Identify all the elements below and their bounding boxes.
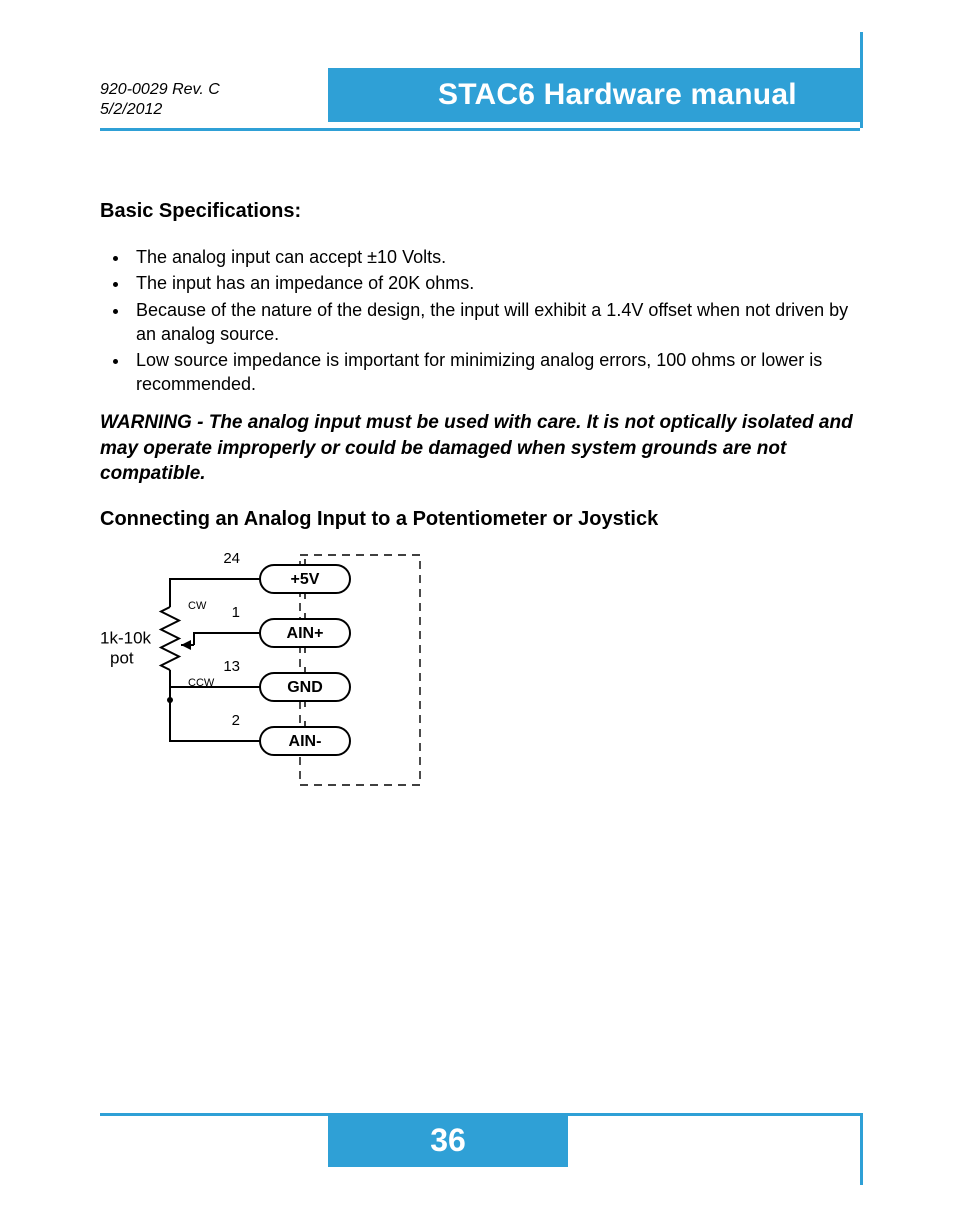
- spec-item: Because of the nature of the design, the…: [130, 298, 860, 347]
- svg-text:AIN-: AIN-: [289, 733, 322, 750]
- revision-block: 920-0029 Rev. C 5/2/2012: [100, 80, 220, 120]
- svg-text:13: 13: [223, 658, 240, 675]
- svg-text:CCW: CCW: [188, 677, 215, 689]
- revision-date: 5/2/2012: [100, 100, 220, 120]
- footer-vertical-rule: [860, 1113, 863, 1185]
- page-number: 36: [328, 1113, 568, 1167]
- basic-specs-heading: Basic Specifications:: [100, 200, 301, 223]
- svg-text:1k-10k: 1k-10k: [100, 629, 152, 648]
- svg-text:AIN+: AIN+: [287, 625, 324, 642]
- svg-text:pot: pot: [110, 649, 134, 668]
- svg-text:1: 1: [232, 604, 240, 621]
- connecting-heading: Connecting an Analog Input to a Potentio…: [100, 508, 658, 531]
- spec-item: The analog input can accept ±10 Volts.: [130, 245, 860, 269]
- svg-text:24: 24: [223, 550, 240, 567]
- basic-specs-list: The analog input can accept ±10 Volts. T…: [100, 245, 860, 399]
- potentiometer-diagram: +5V AIN+ GND AIN- 24 1 13 2 CW CCW 1k-10kpot: [100, 545, 430, 805]
- manual-title-bar: STAC6 Hardware manual: [328, 68, 860, 122]
- header-rule: [100, 128, 860, 131]
- svg-text:GND: GND: [287, 679, 323, 696]
- header-vertical-rule: [860, 32, 863, 128]
- svg-text:+5V: +5V: [291, 571, 320, 588]
- page-number-value: 36: [430, 1122, 466, 1159]
- svg-text:CW: CW: [188, 600, 207, 612]
- svg-text:2: 2: [232, 712, 240, 729]
- revision-number: 920-0029 Rev. C: [100, 80, 220, 100]
- manual-page: 920-0029 Rev. C 5/2/2012 STAC6 Hardware …: [0, 0, 954, 1209]
- spec-item: The input has an impedance of 20K ohms.: [130, 271, 860, 295]
- spec-item: Low source impedance is important for mi…: [130, 348, 860, 397]
- warning-text: WARNING - The analog input must be used …: [100, 410, 860, 487]
- manual-title: STAC6 Hardware manual: [438, 78, 797, 112]
